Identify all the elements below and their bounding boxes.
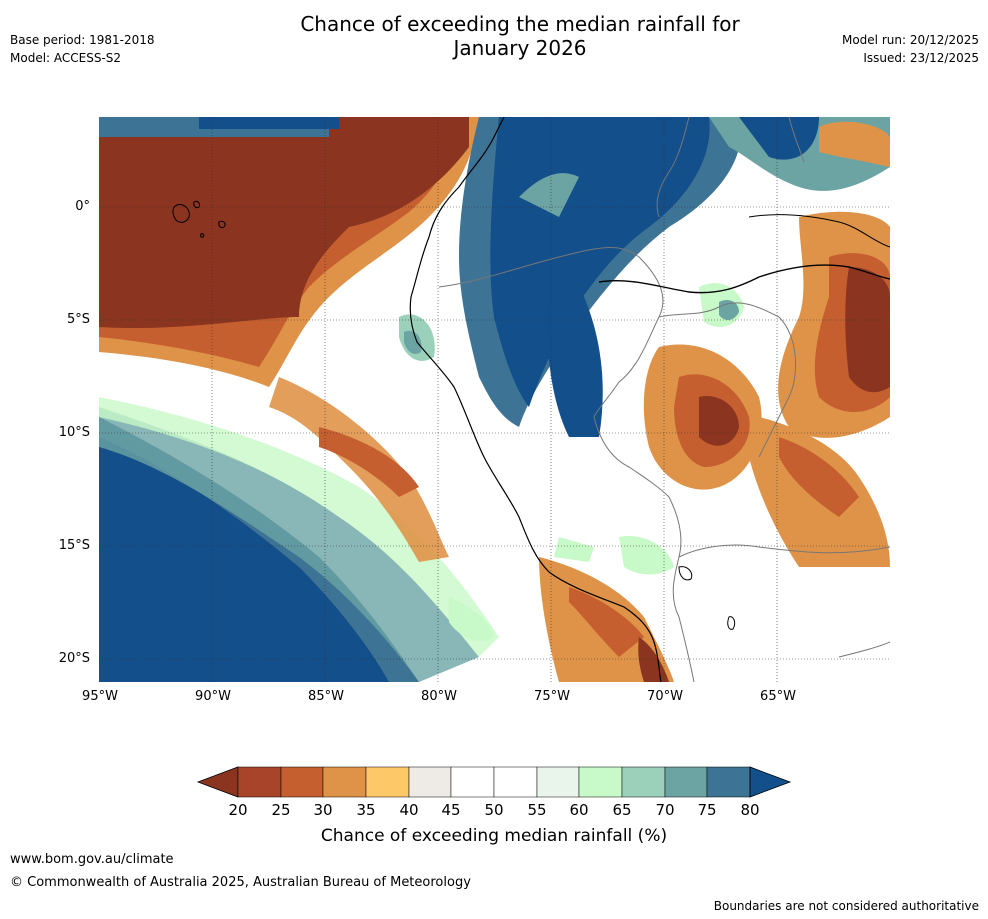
lat-label-15s: 15°S [58,538,90,553]
colorbar-swatch-35-40 [365,766,410,798]
model-name: Model: ACCESS-S2 [10,51,122,65]
lon-label-95w: 95°W [82,689,118,704]
rainfall-map-svg [99,117,890,682]
colorbar-swatch-25-30 [280,766,324,798]
colorbar-label-45: 45 [441,801,461,819]
colorbar-label-55: 55 [527,801,547,819]
colorbar-high-extend [749,766,792,798]
title-line-2: January 2026 [453,36,587,60]
colorbar-label-75: 75 [697,801,717,819]
colorbar [196,766,792,798]
lat-label-0: 0° [75,199,90,214]
colorbar-swatch-30-35 [322,766,367,798]
colorbar-label-40: 40 [399,801,419,819]
title-line-1: Chance of exceeding the median rainfall … [300,12,740,36]
colorbar-label-25: 25 [271,801,291,819]
lon-label-90w: 90°W [195,689,231,704]
colorbar-label-70: 70 [655,801,675,819]
lat-label-5s: 5°S [66,312,90,327]
colorbar-title: Chance of exceeding median rainfall (%) [320,826,668,846]
lon-label-70w: 70°W [647,689,683,704]
model-run: Model run: 20/12/2025 [841,33,979,47]
rainfall-map[interactable] [99,117,890,682]
colorbar-label-35: 35 [356,801,376,819]
colorbar-swatch-60-65 [578,766,623,798]
colorbar-label-60: 60 [569,801,589,819]
lat-label-20s: 20°S [58,651,90,666]
lon-label-85w: 85°W [308,689,344,704]
colorbar-label-20: 20 [228,801,248,819]
colorbar-swatch-70-75 [664,766,708,798]
colorbar-swatch-65-70 [621,766,666,798]
website-link[interactable]: www.bom.gov.au/climate [10,852,174,867]
colorbar-label-50: 50 [484,801,504,819]
meta-left: Base period: 1981-2018 Model: ACCESS-S2 [10,31,155,67]
disclaimer-text: Boundaries are not considered authoritat… [713,899,979,913]
copyright-text: © Commonwealth of Australia 2025, Austra… [10,875,471,890]
meta-right: Model run: 20/12/2025 Issued: 23/12/2025 [842,31,979,67]
map-title: Chance of exceeding the median rainfall … [0,12,988,60]
colorbar-swatch-40-45 [408,766,452,798]
colorbar-label-30: 30 [313,801,333,819]
lat-label-10s: 10°S [58,425,90,440]
colorbar-swatch-50-55 [493,766,538,798]
colorbar-low-extend [196,766,239,798]
lon-label-80w: 80°W [421,689,457,704]
colorbar-swatch-45-50 [450,766,495,798]
lon-label-65w: 65°W [760,689,796,704]
lon-label-75w: 75°W [534,689,570,704]
colorbar-label-65: 65 [612,801,632,819]
colorbar-label-80: 80 [740,801,760,819]
base-period: Base period: 1981-2018 [10,33,155,47]
issued-date: Issued: 23/12/2025 [863,51,979,65]
colorbar-swatch-20-25 [237,766,282,798]
colorbar-swatch-55-60 [536,766,580,798]
colorbar-swatch-75-80 [706,766,751,798]
